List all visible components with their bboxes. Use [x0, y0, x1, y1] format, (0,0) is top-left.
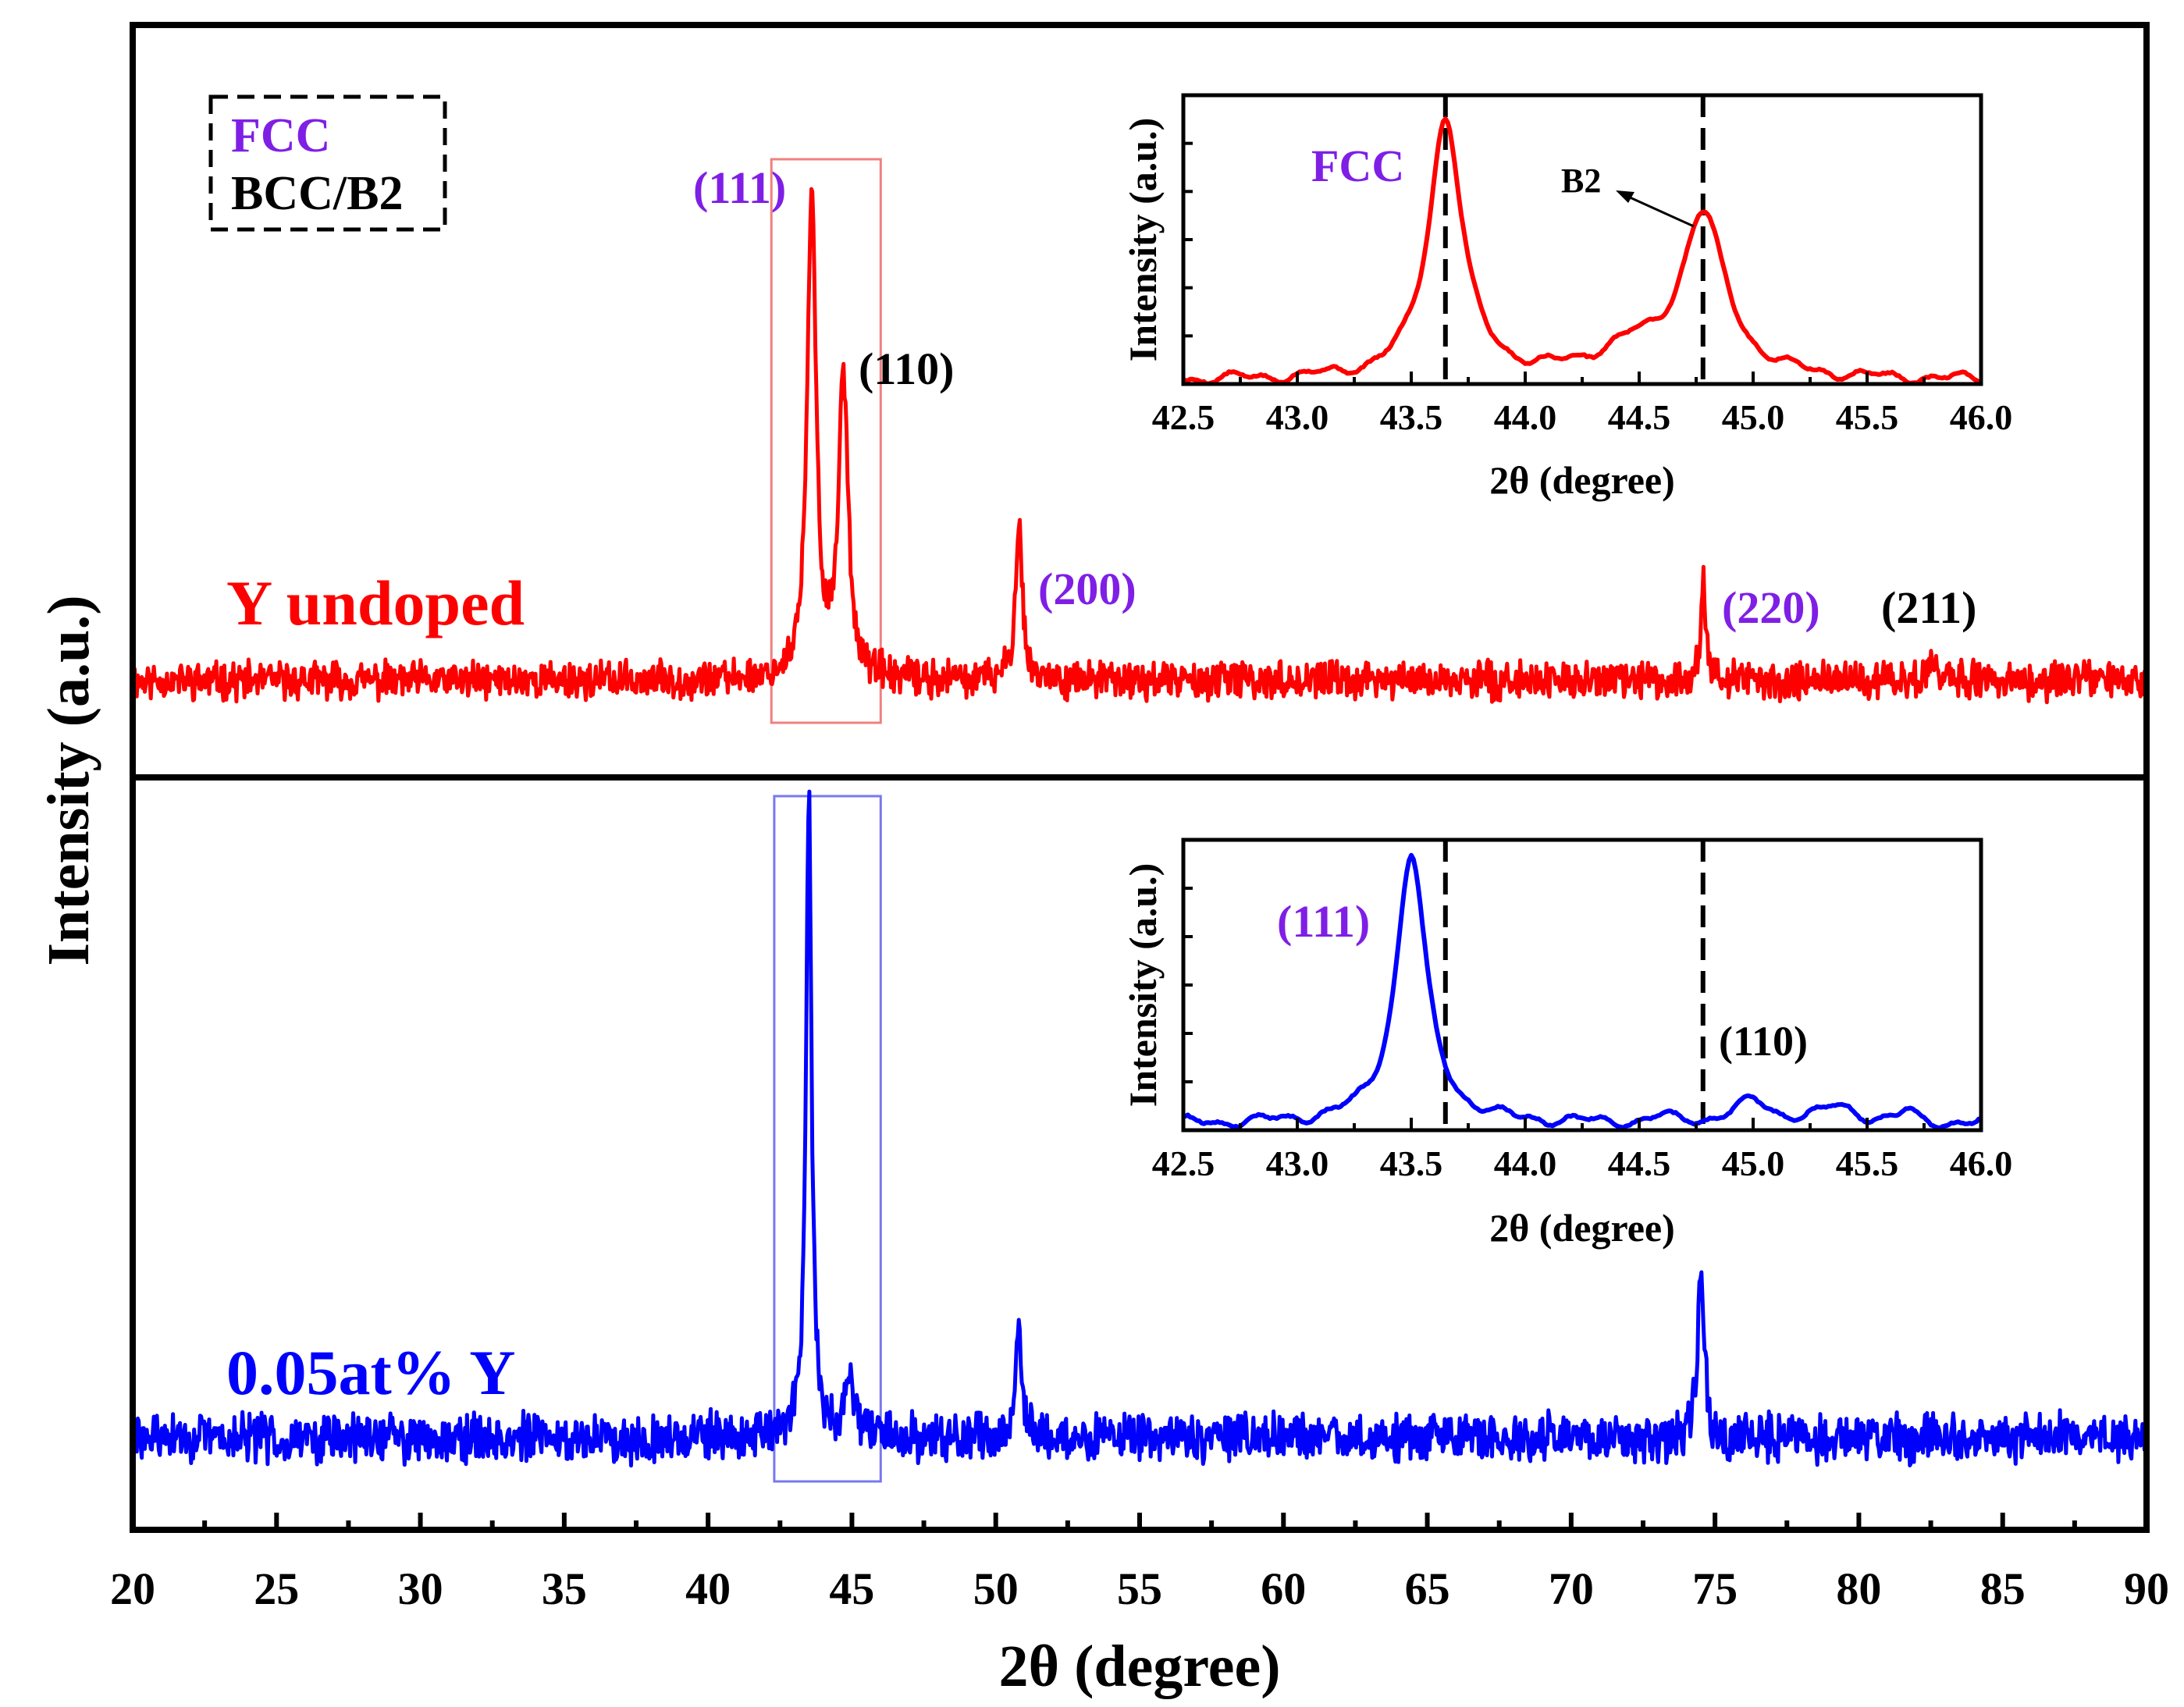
inset-x-tick-label: 46.0	[1950, 397, 2013, 437]
peak-label-200: (200)	[1038, 564, 1136, 614]
inset-x-tick-label: 43.0	[1266, 397, 1329, 437]
inset-x-tick-label: 42.5	[1152, 397, 1215, 437]
inset-bottom-y-label: Intensity (a.u.)	[1121, 863, 1165, 1108]
peak-label-110: (110)	[859, 343, 954, 394]
peak-label-111: (111)	[693, 162, 786, 213]
inset-top: 42.5 43.0 43.5 44.0 44.5 45.0 45.5 46.0 2θ (deg…	[1121, 93, 2013, 502]
inset-x-tick-label: 43.5	[1380, 397, 1443, 437]
legend-fcc: FCC	[231, 109, 330, 162]
main-y-label: Intensity (a.u.)	[36, 595, 101, 966]
inset-bottom-y-ticks	[1183, 838, 1193, 1132]
x-tick-label: 65	[1405, 1563, 1450, 1614]
inset-bottom-x-label: 2θ (degree)	[1489, 1206, 1675, 1250]
panel-label-doped: 0.05at% Y	[226, 1337, 515, 1408]
x-tick-label: 55	[1117, 1563, 1162, 1614]
peak-label-211: (211)	[1881, 582, 1976, 633]
inset-x-tick-label: 42.5	[1152, 1143, 1215, 1183]
inset-x-tick-label: 44.0	[1494, 397, 1557, 437]
main-x-label: 2θ (degree)	[998, 1634, 1280, 1699]
inset-top-b2-arrow	[1627, 195, 1695, 228]
inset-x-tick-label: 45.5	[1836, 397, 1899, 437]
panel-label-undoped: Y undoped	[226, 567, 525, 638]
inset-x-tick-label: 44.0	[1494, 1143, 1557, 1183]
y-undoped-pattern	[131, 187, 2149, 705]
inset-top-b2-arrowhead-icon	[1616, 190, 1634, 203]
legend-bcc-b2: BCC/B2	[231, 167, 403, 220]
x-tick-label: 25	[254, 1563, 299, 1614]
x-tick-label: 20	[110, 1563, 155, 1614]
x-tick-label: 40	[685, 1563, 731, 1614]
main-x-ticks: 20 25 30 35 40 45 50 55 60 65 70 75 80 85 90	[110, 1513, 2169, 1614]
peak-label-220: (220)	[1722, 582, 1820, 633]
bottom-highlight-box	[773, 795, 882, 1483]
inset-top-curve	[1182, 116, 1983, 386]
inset-top-y-label: Intensity (a.u.)	[1121, 118, 1165, 362]
legend-box	[208, 94, 447, 232]
inset-x-tick-label: 45.0	[1722, 1143, 1785, 1183]
inset-x-tick-label: 45.5	[1836, 1143, 1899, 1183]
inset-top-fcc-label: FCC	[1311, 140, 1404, 191]
inset-bottom: 42.5 43.0 43.5 44.0 44.5 45.0 45.5 46.0 2θ (deg…	[1121, 837, 2013, 1250]
top-highlight-box	[770, 158, 882, 724]
x-tick-label: 35	[542, 1563, 587, 1614]
inset-x-tick-label: 43.0	[1266, 1143, 1329, 1183]
inset-bottom-plot-bg	[1183, 840, 1981, 1130]
x-tick-label: 60	[1261, 1563, 1306, 1614]
inset-bottom-x-ticks: 42.5 43.0 43.5 44.0 44.5 45.0 45.5 46.0	[1152, 1118, 2013, 1183]
y-doped-pattern	[130, 789, 2149, 1468]
inset-top-b2-label: B2	[1561, 162, 1601, 200]
x-tick-label: 80	[1836, 1563, 1881, 1614]
inset-bottom-curve	[1183, 852, 1982, 1131]
x-tick-label: 50	[973, 1563, 1019, 1614]
x-tick-label: 75	[1692, 1563, 1738, 1614]
inset-x-tick-label: 44.5	[1608, 1143, 1671, 1183]
inset-x-tick-label: 44.5	[1608, 397, 1671, 437]
inset-bottom-110-label: (110)	[1719, 1018, 1808, 1065]
inset-top-y-ticks	[1183, 94, 1193, 386]
x-tick-label: 45	[829, 1563, 874, 1614]
x-tick-label: 90	[2124, 1563, 2169, 1614]
inset-x-tick-label: 43.5	[1380, 1143, 1443, 1183]
x-tick-label: 30	[398, 1563, 443, 1614]
inset-top-x-ticks: 42.5 43.0 43.5 44.0 44.5 45.0 45.5 46.0	[1152, 372, 2013, 437]
inset-x-tick-label: 45.0	[1722, 397, 1785, 437]
inset-top-x-label: 2θ (degree)	[1489, 458, 1675, 502]
x-tick-label: 70	[1549, 1563, 1594, 1614]
inset-bottom-111-label: (111)	[1277, 896, 1370, 947]
inset-top-plot-bg	[1183, 95, 1981, 384]
x-tick-label: 85	[1980, 1563, 2026, 1614]
inset-x-tick-label: 46.0	[1950, 1143, 2013, 1183]
